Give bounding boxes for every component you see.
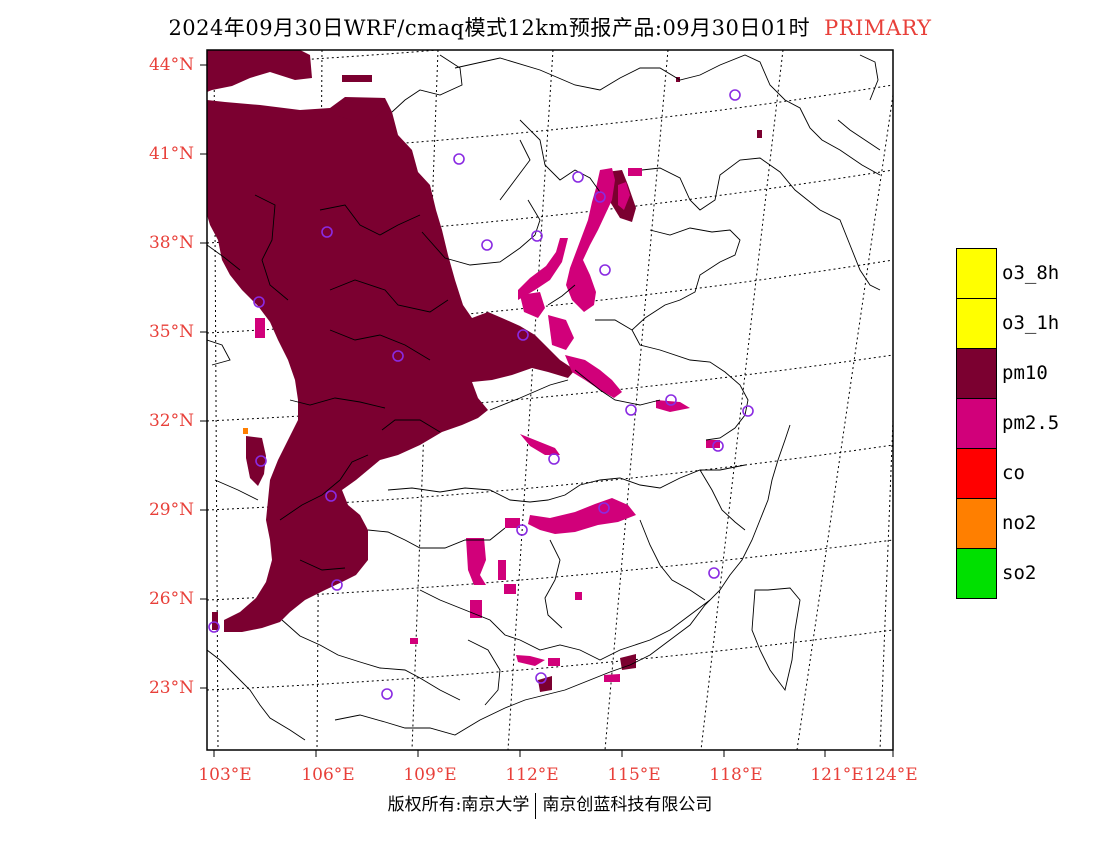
station-marker — [625, 404, 637, 416]
station-marker — [548, 453, 560, 465]
legend-item-pm10: pm10 — [956, 348, 1096, 399]
legend-label: pm10 — [1002, 362, 1048, 384]
lat-label: 38°N — [148, 233, 194, 253]
legend-label: pm2.5 — [1002, 412, 1060, 434]
station-marker — [453, 153, 465, 165]
title-text: 2024年09月30日WRF/cmaq模式12km预报产品:09月30日01时 — [168, 16, 811, 40]
legend-label: so2 — [1002, 562, 1037, 584]
pm10-region — [207, 50, 762, 692]
station-markers — [208, 89, 754, 700]
primary-tag: PRIMARY — [824, 16, 932, 40]
axis-ticks — [200, 64, 894, 757]
lon-label: 115°E — [607, 765, 661, 785]
station-marker — [599, 264, 611, 276]
station-marker — [255, 455, 267, 467]
legend-swatch — [956, 248, 997, 299]
legend-label: o3_1h — [1002, 312, 1060, 334]
copyright-footer: 版权所有:南京大学 南京创蓝科技有限公司 — [0, 790, 1100, 819]
station-marker — [381, 688, 393, 700]
station-marker — [665, 394, 677, 406]
legend-item-pm25: pm2.5 — [956, 398, 1096, 449]
legend-item-co: co — [956, 448, 1096, 499]
legend-swatch — [956, 498, 997, 549]
station-marker — [516, 524, 528, 536]
legend-item-so2: so2 — [956, 548, 1096, 599]
station-marker — [481, 239, 493, 251]
legend-swatch — [956, 398, 997, 449]
legend-swatch — [956, 448, 997, 499]
lat-label: 26°N — [148, 589, 194, 609]
station-marker — [517, 329, 529, 341]
separator — [535, 792, 537, 819]
chart-title: 2024年09月30日WRF/cmaq模式12km预报产品:09月30日01时 P… — [0, 12, 1100, 42]
lat-label: 23°N — [148, 678, 194, 698]
legend-label: o3_8h — [1002, 262, 1060, 284]
boundary-lines — [207, 54, 881, 741]
legend-label: co — [1002, 462, 1025, 484]
station-marker — [598, 502, 610, 514]
lat-label: 32°N — [148, 411, 194, 431]
station-marker — [594, 191, 606, 203]
station-marker — [572, 171, 584, 183]
station-marker — [321, 226, 333, 238]
station-marker — [392, 350, 404, 362]
copyright-company: 南京创蓝科技有限公司 — [542, 795, 713, 815]
lat-label: 29°N — [148, 500, 194, 520]
station-marker — [729, 89, 741, 101]
station-marker — [331, 579, 343, 591]
lon-label: 118°E — [709, 765, 763, 785]
lon-label: 106°E — [301, 765, 355, 785]
station-marker — [253, 296, 265, 308]
legend-item-o3-8h: o3_8h — [956, 248, 1096, 299]
station-marker — [531, 230, 543, 242]
pm25-region — [255, 168, 720, 682]
station-marker — [708, 567, 720, 579]
lon-label: 112°E — [505, 765, 559, 785]
lon-label: 109°E — [403, 765, 457, 785]
station-marker — [208, 621, 220, 633]
lat-label: 44°N — [148, 55, 194, 75]
copyright-owner: 版权所有:南京大学 — [387, 795, 530, 815]
legend-label: no2 — [1002, 512, 1037, 534]
station-marker — [325, 490, 337, 502]
map-frame — [206, 49, 894, 751]
legend-swatch — [956, 348, 997, 399]
lat-label: 41°N — [148, 144, 194, 164]
lat-label: 35°N — [148, 322, 194, 342]
legend-item-no2: no2 — [956, 498, 1096, 549]
station-marker — [742, 405, 754, 417]
legend-item-o3-1h: o3_1h — [956, 298, 1096, 349]
lon-label: 103°E — [198, 765, 252, 785]
latitude-gridlines — [207, 50, 893, 691]
lon-label: 124°E — [864, 765, 918, 785]
station-marker — [535, 672, 547, 684]
legend-swatch — [956, 548, 997, 599]
legend: o3_8h o3_1h pm10 pm2.5 co no2 so2 — [956, 248, 1096, 599]
no2-patch — [243, 428, 248, 434]
station-marker — [712, 440, 724, 452]
legend-swatch — [956, 298, 997, 349]
lon-label: 121°E — [810, 765, 864, 785]
